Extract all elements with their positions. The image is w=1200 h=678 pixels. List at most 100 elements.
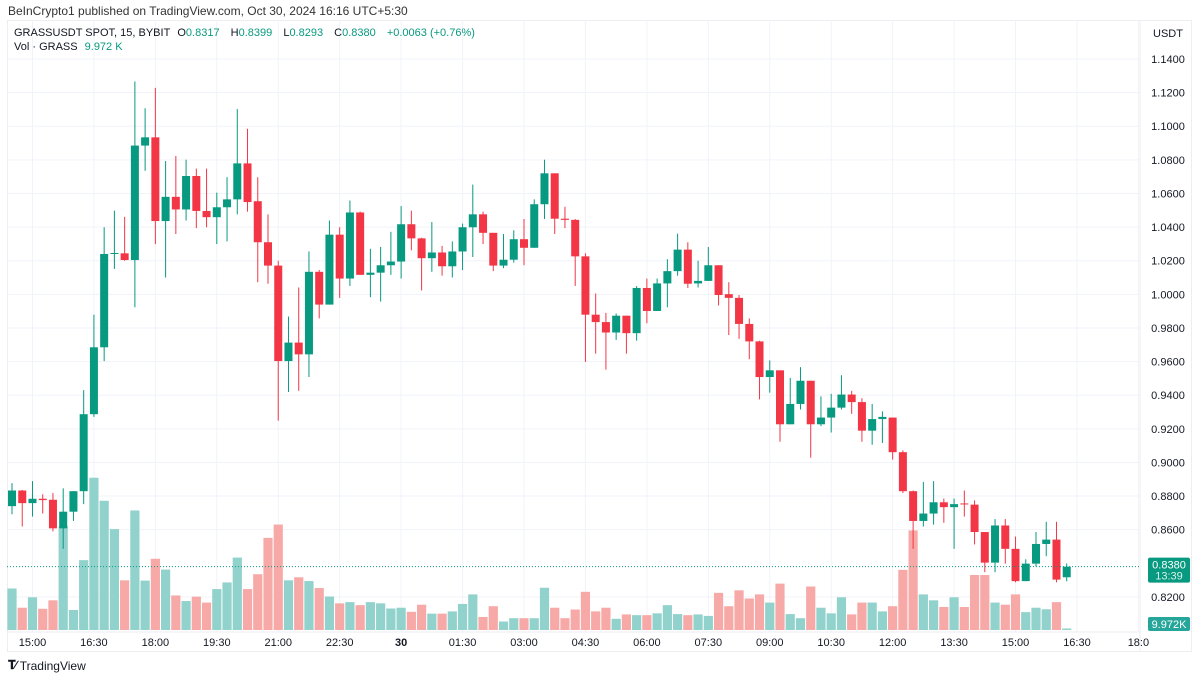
candle[interactable] [560,206,569,229]
candle[interactable] [827,393,836,433]
candle[interactable] [991,519,1000,573]
candle[interactable] [161,161,170,278]
candle[interactable] [253,177,262,283]
candle[interactable] [438,245,447,276]
candle[interactable] [888,417,897,460]
candle[interactable] [325,220,334,305]
currency-label[interactable]: USDT [1153,28,1183,40]
candle[interactable] [479,211,488,245]
candle[interactable] [704,246,713,281]
candle[interactable] [909,490,918,549]
candle[interactable] [48,493,57,532]
candle[interactable] [1052,521,1061,583]
candle[interactable] [499,233,508,269]
candle[interactable] [120,216,129,261]
candle[interactable] [776,370,784,442]
candle[interactable] [673,233,682,276]
candle[interactable] [694,260,703,288]
time-axis[interactable]: 15:00 16:30 18:00 19:30 21:00 22:30 30 01:30 03:… [19,637,1149,649]
candle[interactable] [540,159,549,220]
candle[interactable] [315,269,324,319]
candle[interactable] [960,490,969,517]
candle[interactable] [407,210,416,251]
candle[interactable] [69,491,78,521]
candle[interactable] [939,498,948,523]
candle[interactable] [530,199,539,248]
candle[interactable] [878,411,887,443]
candle[interactable] [335,227,344,298]
candle[interactable] [950,498,959,549]
candle[interactable] [622,315,631,354]
candle[interactable] [612,313,621,340]
candle[interactable] [796,367,805,410]
candle[interactable] [581,253,590,362]
candle[interactable] [816,396,825,427]
candle[interactable] [151,87,160,245]
candle[interactable] [304,251,313,378]
candle[interactable] [345,200,354,286]
candle[interactable] [919,481,928,527]
candle[interactable] [847,390,856,414]
candle[interactable] [509,230,518,263]
candle[interactable] [806,380,815,458]
candle[interactable] [458,223,467,270]
candle[interactable] [857,398,866,442]
candle[interactable] [745,318,754,360]
candle[interactable] [28,481,37,517]
candle[interactable] [264,214,272,284]
candle[interactable] [448,241,457,278]
candle[interactable] [366,248,375,298]
candle[interactable] [929,481,938,525]
candle[interactable] [653,278,662,311]
candle[interactable] [591,293,600,354]
candle[interactable] [386,231,395,275]
candle[interactable] [192,168,201,229]
candle[interactable] [1042,521,1051,557]
candle[interactable] [520,219,528,266]
candle[interactable] [683,242,692,288]
tradingview-logo[interactable]: 𝐓∕ TradingView [8,658,86,673]
candle[interactable] [141,108,150,171]
candle[interactable] [1032,532,1040,567]
candle[interactable] [632,286,641,341]
candle[interactable] [223,177,232,242]
candle[interactable] [100,227,109,362]
candle[interactable] [397,206,406,279]
candle[interactable] [376,246,385,302]
candle[interactable] [755,340,764,400]
candle[interactable] [601,312,610,370]
candle[interactable] [970,500,979,545]
symbol-label[interactable]: GRASSUSDT SPOT, 15, BYBIT [14,27,171,39]
candle[interactable] [110,210,119,269]
candle[interactable] [18,490,27,527]
candle[interactable] [182,159,191,221]
candle[interactable] [980,532,989,573]
candle[interactable] [1011,536,1020,583]
candle[interactable] [202,168,211,228]
candle[interactable] [243,128,252,212]
candle[interactable] [274,260,283,421]
candle[interactable] [233,109,242,215]
candle[interactable] [1062,563,1071,582]
candle[interactable] [765,360,774,393]
candle[interactable] [79,390,88,505]
candle[interactable] [89,314,98,417]
candle[interactable] [735,295,744,339]
candle[interactable] [8,483,16,515]
candle[interactable] [489,232,498,272]
candle[interactable] [837,375,846,410]
candle[interactable] [898,450,907,494]
candle[interactable] [868,403,877,445]
candle[interactable] [642,278,651,324]
candle[interactable] [786,377,795,425]
volume-label[interactable]: Vol · GRASS [14,41,78,53]
candle[interactable] [356,211,365,275]
candle[interactable] [468,184,477,258]
candle[interactable] [663,259,672,308]
candle[interactable] [294,287,303,391]
candle[interactable] [714,265,723,306]
candle[interactable] [571,219,580,286]
candle[interactable] [427,222,436,272]
price-axis[interactable]: 1.1400 1.1200 1.1000 1.0800 1.0600 1.0400 1.02… [1151,54,1185,604]
